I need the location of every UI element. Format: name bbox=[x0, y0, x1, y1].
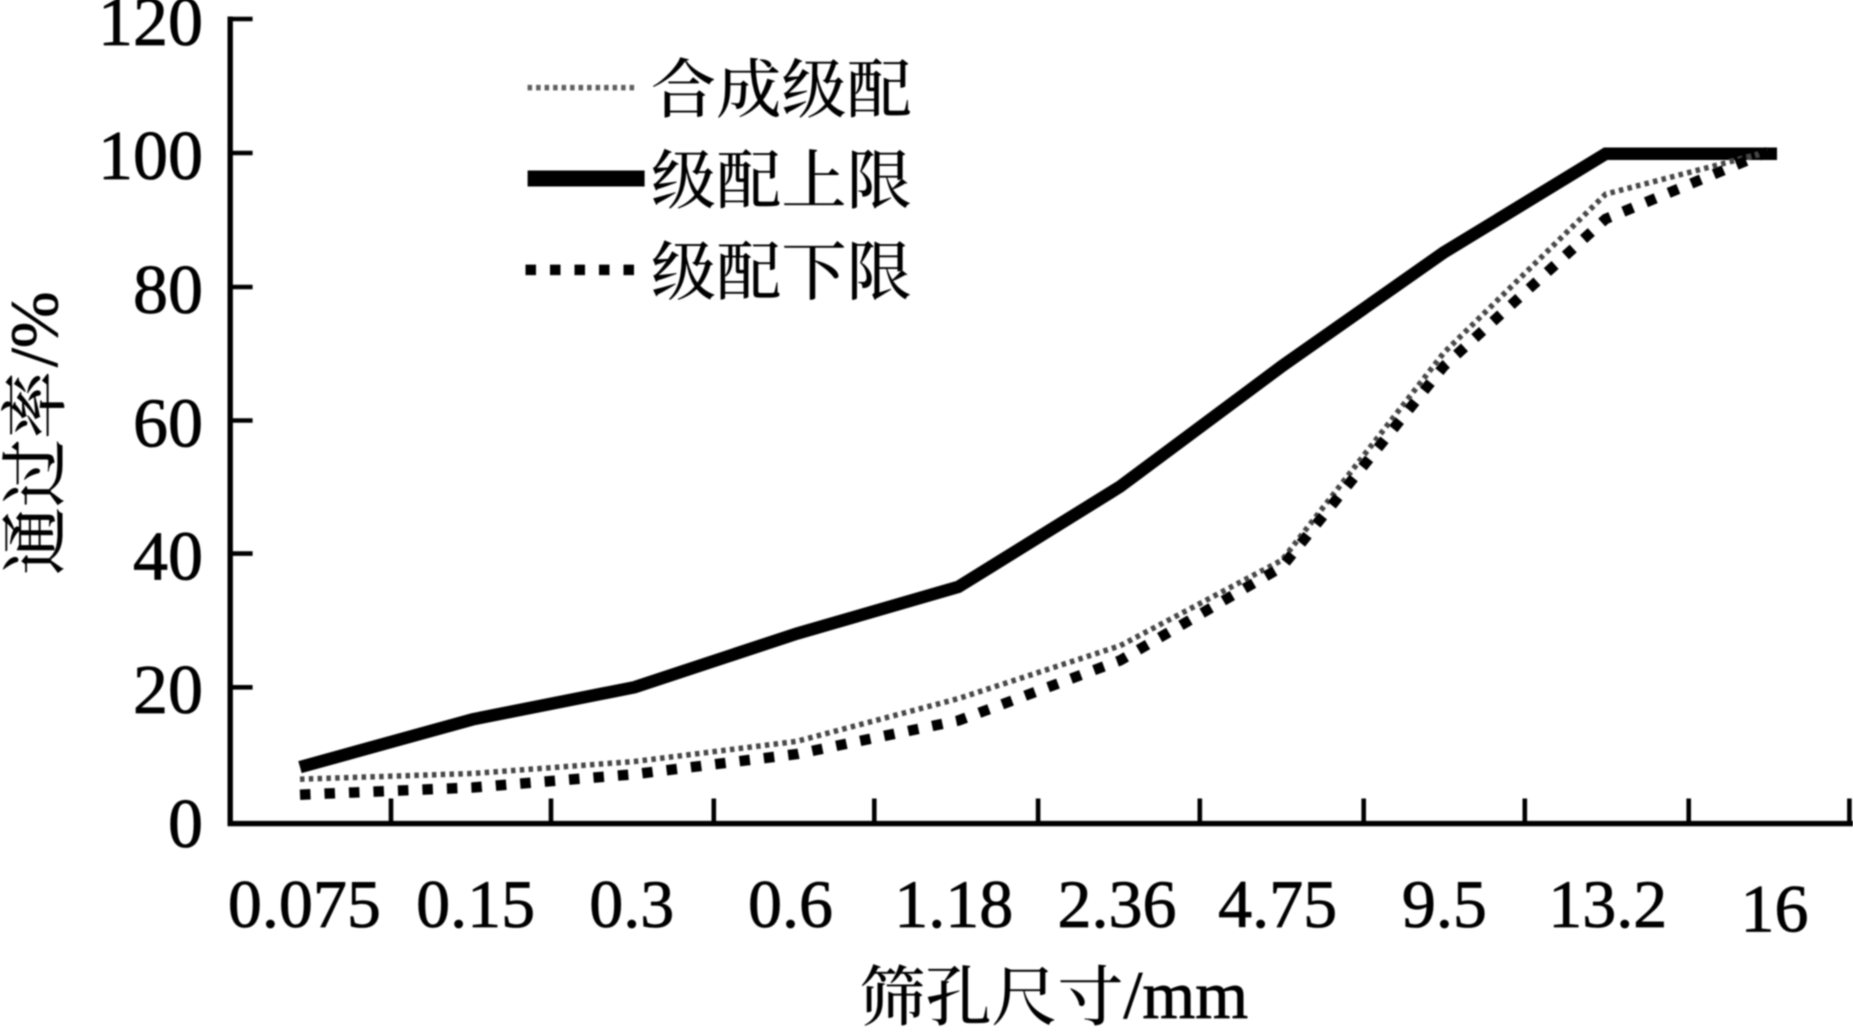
svg-text:4.75: 4.75 bbox=[1218, 866, 1337, 942]
svg-text:0.15: 0.15 bbox=[416, 866, 535, 942]
svg-text:60: 60 bbox=[133, 386, 203, 463]
svg-text:0.3: 0.3 bbox=[589, 866, 674, 942]
svg-text:40: 40 bbox=[133, 519, 203, 596]
svg-text:100: 100 bbox=[98, 118, 203, 195]
svg-text:/%: /% bbox=[0, 291, 72, 367]
svg-text:/mm: /mm bbox=[1124, 957, 1249, 1029]
svg-text:16: 16 bbox=[1741, 871, 1809, 947]
svg-text:120: 120 bbox=[98, 0, 203, 61]
svg-text:20: 20 bbox=[133, 652, 203, 729]
svg-text:80: 80 bbox=[133, 252, 203, 329]
svg-text:0: 0 bbox=[168, 786, 203, 863]
svg-text:1.18: 1.18 bbox=[894, 866, 1013, 942]
svg-text:0.6: 0.6 bbox=[748, 866, 833, 942]
svg-text:13.2: 13.2 bbox=[1548, 866, 1667, 942]
svg-text:0.075: 0.075 bbox=[228, 866, 381, 942]
svg-text:9.5: 9.5 bbox=[1402, 866, 1487, 942]
svg-text:2.36: 2.36 bbox=[1058, 866, 1177, 942]
